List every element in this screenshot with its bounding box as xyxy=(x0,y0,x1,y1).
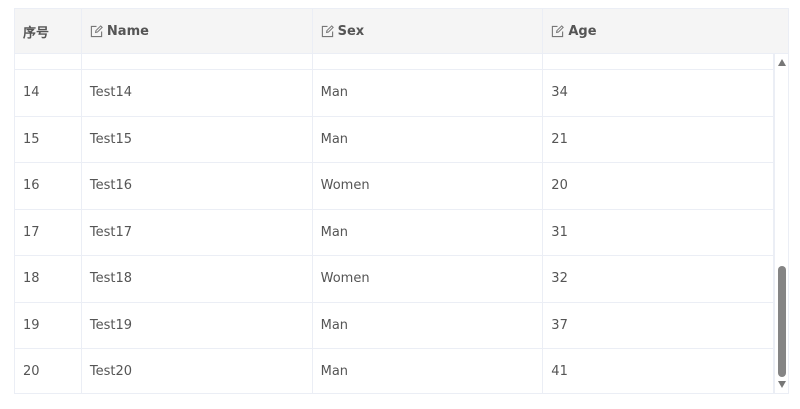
cell xyxy=(313,54,544,69)
cell-sex: Man xyxy=(313,349,544,393)
cell-sex: Man xyxy=(313,302,544,348)
cell-name: Test20 xyxy=(82,349,313,393)
cell-name: Test17 xyxy=(82,209,313,255)
table-row-partial xyxy=(15,54,774,70)
cell-sex: Man xyxy=(313,70,544,116)
cell-age: 21 xyxy=(543,116,774,162)
cell-age: 32 xyxy=(543,256,774,302)
cell-age: 31 xyxy=(543,209,774,255)
scrollbar-thumb[interactable] xyxy=(778,266,786,377)
cell-name: Test16 xyxy=(82,163,313,209)
edit-icon xyxy=(321,25,334,38)
cell-id: 17 xyxy=(15,209,82,255)
cell-age: 34 xyxy=(543,70,774,116)
cell-name: Test18 xyxy=(82,256,313,302)
column-label: Name xyxy=(106,24,149,39)
column-header-sex[interactable]: Sex xyxy=(313,9,544,54)
cell xyxy=(543,54,774,69)
column-header-age[interactable]: Age xyxy=(543,9,788,54)
cell-id: 15 xyxy=(15,116,82,162)
cell xyxy=(15,54,82,69)
cell-sex: Man xyxy=(313,116,544,162)
table-row[interactable]: 18 Test18 Women 32 xyxy=(15,256,774,303)
column-label: Age xyxy=(568,24,597,39)
scroll-down-arrow-icon[interactable] xyxy=(778,381,786,388)
cell-name: Test14 xyxy=(82,70,313,116)
vertical-scrollbar[interactable] xyxy=(774,54,789,393)
edit-icon xyxy=(552,25,565,38)
cell-id: 16 xyxy=(15,163,82,209)
table-header: 序号 Name Sex Age xyxy=(15,9,788,54)
cell-id: 19 xyxy=(15,302,82,348)
column-header-name[interactable]: Name xyxy=(82,9,313,54)
table-row[interactable]: 14 Test14 Man 34 xyxy=(15,70,774,117)
table-row[interactable]: 19 Test19 Man 37 xyxy=(15,302,774,349)
cell-age: 41 xyxy=(543,349,774,393)
cell-name: Test19 xyxy=(82,302,313,348)
column-label: 序号 xyxy=(23,26,50,41)
table-row[interactable]: 16 Test16 Women 20 xyxy=(15,163,774,210)
cell-name: Test15 xyxy=(82,116,313,162)
cell-id: 20 xyxy=(15,349,82,393)
table-row[interactable]: 17 Test17 Man 31 xyxy=(15,209,774,256)
cell-sex: Man xyxy=(313,209,544,255)
table-row[interactable]: 15 Test15 Man 21 xyxy=(15,116,774,163)
data-table: 序号 Name Sex Age 14 Test14 Man 34 15 Test15 Man… xyxy=(14,8,789,394)
column-header-index[interactable]: 序号 xyxy=(15,9,82,54)
cell-age: 20 xyxy=(543,163,774,209)
edit-icon xyxy=(90,25,103,38)
scroll-up-arrow-icon[interactable] xyxy=(778,59,786,66)
cell-sex: Women xyxy=(313,256,544,302)
cell-age: 37 xyxy=(543,302,774,348)
cell-id: 14 xyxy=(15,70,82,116)
table-body[interactable]: 14 Test14 Man 34 15 Test15 Man 21 16 Test16 Women 2… xyxy=(15,54,774,393)
column-label: Sex xyxy=(337,24,365,39)
cell-sex: Women xyxy=(313,163,544,209)
cell-id: 18 xyxy=(15,256,82,302)
table-row[interactable]: 20 Test20 Man 41 xyxy=(15,349,774,393)
cell xyxy=(82,54,313,69)
